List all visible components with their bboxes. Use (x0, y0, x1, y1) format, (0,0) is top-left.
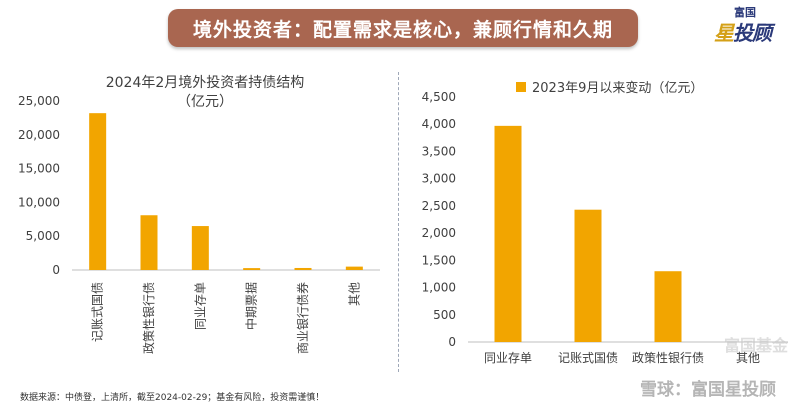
chart-title: 2024年2月境外投资者持债结构 (106, 75, 305, 91)
y-tick-label: 500 (433, 308, 456, 322)
x-tick-label: 同业存单 (193, 282, 207, 330)
watermark-secondary: 富国基金 (723, 336, 788, 355)
x-tick-label: 政策性银行债 (142, 282, 156, 354)
bar (345, 266, 363, 270)
y-tick-label: 3,500 (422, 144, 456, 158)
logo-main-text: 星投顾 (714, 21, 772, 45)
y-tick-label: 1,500 (422, 253, 456, 267)
x-tick-label: 其他 (347, 282, 361, 306)
source-note: 数据来源：中债登，上清所，截至2024-02-29；基金有风险，投资需谨慎！ (20, 393, 325, 403)
logo-top-text: 富国 (734, 6, 756, 19)
y-tick-label: 0 (448, 335, 456, 349)
y-tick-label: 4,000 (422, 117, 456, 131)
y-tick-label: 15,000 (18, 162, 60, 176)
page-title: 境外投资者：配置需求是核心，兼顾行情和久期 (168, 9, 638, 47)
y-tick-label: 3,000 (422, 172, 456, 186)
watermark: 雪球：富国星投顾 (640, 380, 776, 400)
chart-subtitle: （亿元） (177, 94, 233, 110)
y-tick-label: 10,000 (18, 195, 60, 209)
brand-logo: 富国 星投顾 (712, 4, 792, 46)
y-tick-label: 5,000 (26, 229, 60, 243)
bar (574, 209, 602, 342)
x-tick-label: 同业存单 (484, 351, 532, 365)
bar (494, 125, 522, 342)
y-tick-label: 2,000 (422, 226, 456, 240)
y-tick-label: 25,000 (18, 94, 60, 108)
y-tick-label: 1,000 (422, 281, 456, 295)
legend-label: 2023年9月以来变动（亿元） (532, 80, 703, 96)
x-tick-label: 中期票据 (244, 282, 259, 330)
y-tick-label: 0 (52, 263, 60, 277)
bar (654, 271, 682, 342)
legend-swatch (516, 82, 526, 92)
bar (191, 226, 209, 270)
chart-divider (398, 72, 399, 372)
bar (140, 215, 158, 270)
y-tick-label: 4,500 (422, 90, 456, 104)
x-tick-label: 记账式国债 (91, 282, 105, 342)
x-tick-label: 其他 (736, 351, 760, 365)
bar (243, 268, 261, 270)
bar (89, 113, 107, 270)
y-tick-label: 20,000 (18, 128, 60, 142)
y-tick-label: 2,500 (422, 199, 456, 213)
x-tick-label: 政策性银行债 (632, 351, 704, 365)
x-tick-label: 记账式国债 (558, 351, 618, 365)
bar (294, 267, 312, 270)
x-tick-label: 商业银行债券 (295, 282, 310, 354)
